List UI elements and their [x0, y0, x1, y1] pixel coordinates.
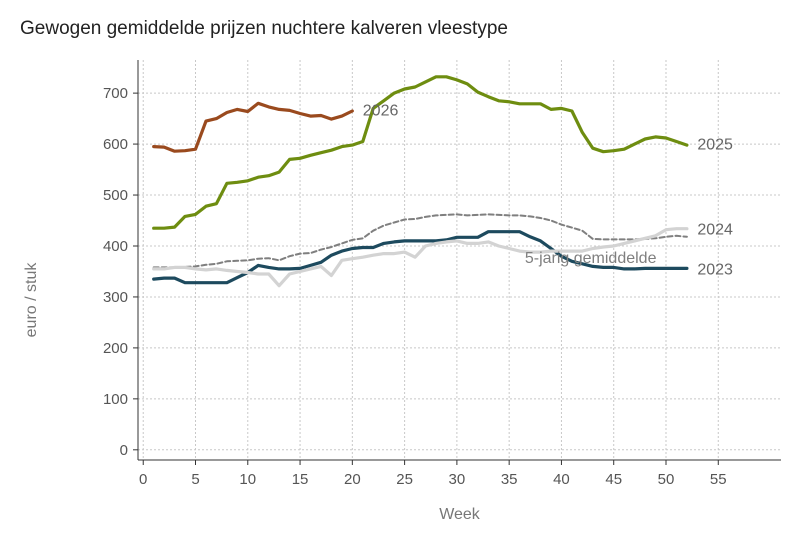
y-axis-ticks: 0 100 200 300 400 500 600 700: [103, 85, 138, 459]
y-tick-label: 100: [103, 391, 128, 408]
y-axis-title: euro / stuk: [23, 262, 40, 338]
x-tick-label: 35: [501, 471, 518, 488]
x-tick-label: 55: [710, 471, 727, 488]
x-axis-title: Week: [439, 506, 481, 523]
y-tick-label: 600: [103, 136, 128, 153]
x-tick-label: 10: [239, 471, 256, 488]
y-tick-label: 200: [103, 340, 128, 357]
y-tick-label: 500: [103, 187, 128, 204]
x-axis-ticks: 0 5 10 15 20 25 30 35 40 45 50 55: [139, 460, 727, 488]
chart-title: Gewogen gemiddelde prijzen nuchtere kalv…: [20, 18, 508, 39]
series-line-2025: [152, 75, 689, 230]
y-tick-label: 0: [120, 442, 128, 459]
x-tick-label: 40: [553, 471, 570, 488]
axes: [137, 60, 781, 461]
x-tick-label: 20: [344, 471, 361, 488]
x-tick-label: 45: [605, 471, 622, 488]
series-line-2026: [152, 101, 354, 153]
y-tick-label: 400: [103, 238, 128, 255]
series-label-5-jarig-gemiddelde: 5-jarig gemiddelde: [525, 250, 657, 267]
series-label-2024: 2024: [697, 222, 733, 239]
grid-lines: [138, 60, 781, 460]
x-tick-label: 30: [449, 471, 466, 488]
series-line-2024: [152, 227, 689, 288]
x-tick-label: 5: [191, 471, 199, 488]
series-label-2025: 2025: [697, 137, 733, 154]
series-line-5-jarig-gemiddelde: [152, 213, 688, 269]
y-tick-label: 300: [103, 289, 128, 306]
series-label-2026: 2026: [363, 102, 399, 119]
x-tick-label: 15: [292, 471, 309, 488]
series-line-2023: [152, 230, 689, 285]
series-lines: [152, 75, 689, 288]
y-tick-label: 700: [103, 85, 128, 102]
x-tick-label: 50: [658, 471, 675, 488]
series-label-2023: 2023: [697, 261, 733, 278]
x-tick-label: 25: [396, 471, 413, 488]
x-tick-label: 0: [139, 471, 147, 488]
series-labels: 5-jarig gemiddelde 2023 2024 2025 2026: [363, 102, 733, 278]
